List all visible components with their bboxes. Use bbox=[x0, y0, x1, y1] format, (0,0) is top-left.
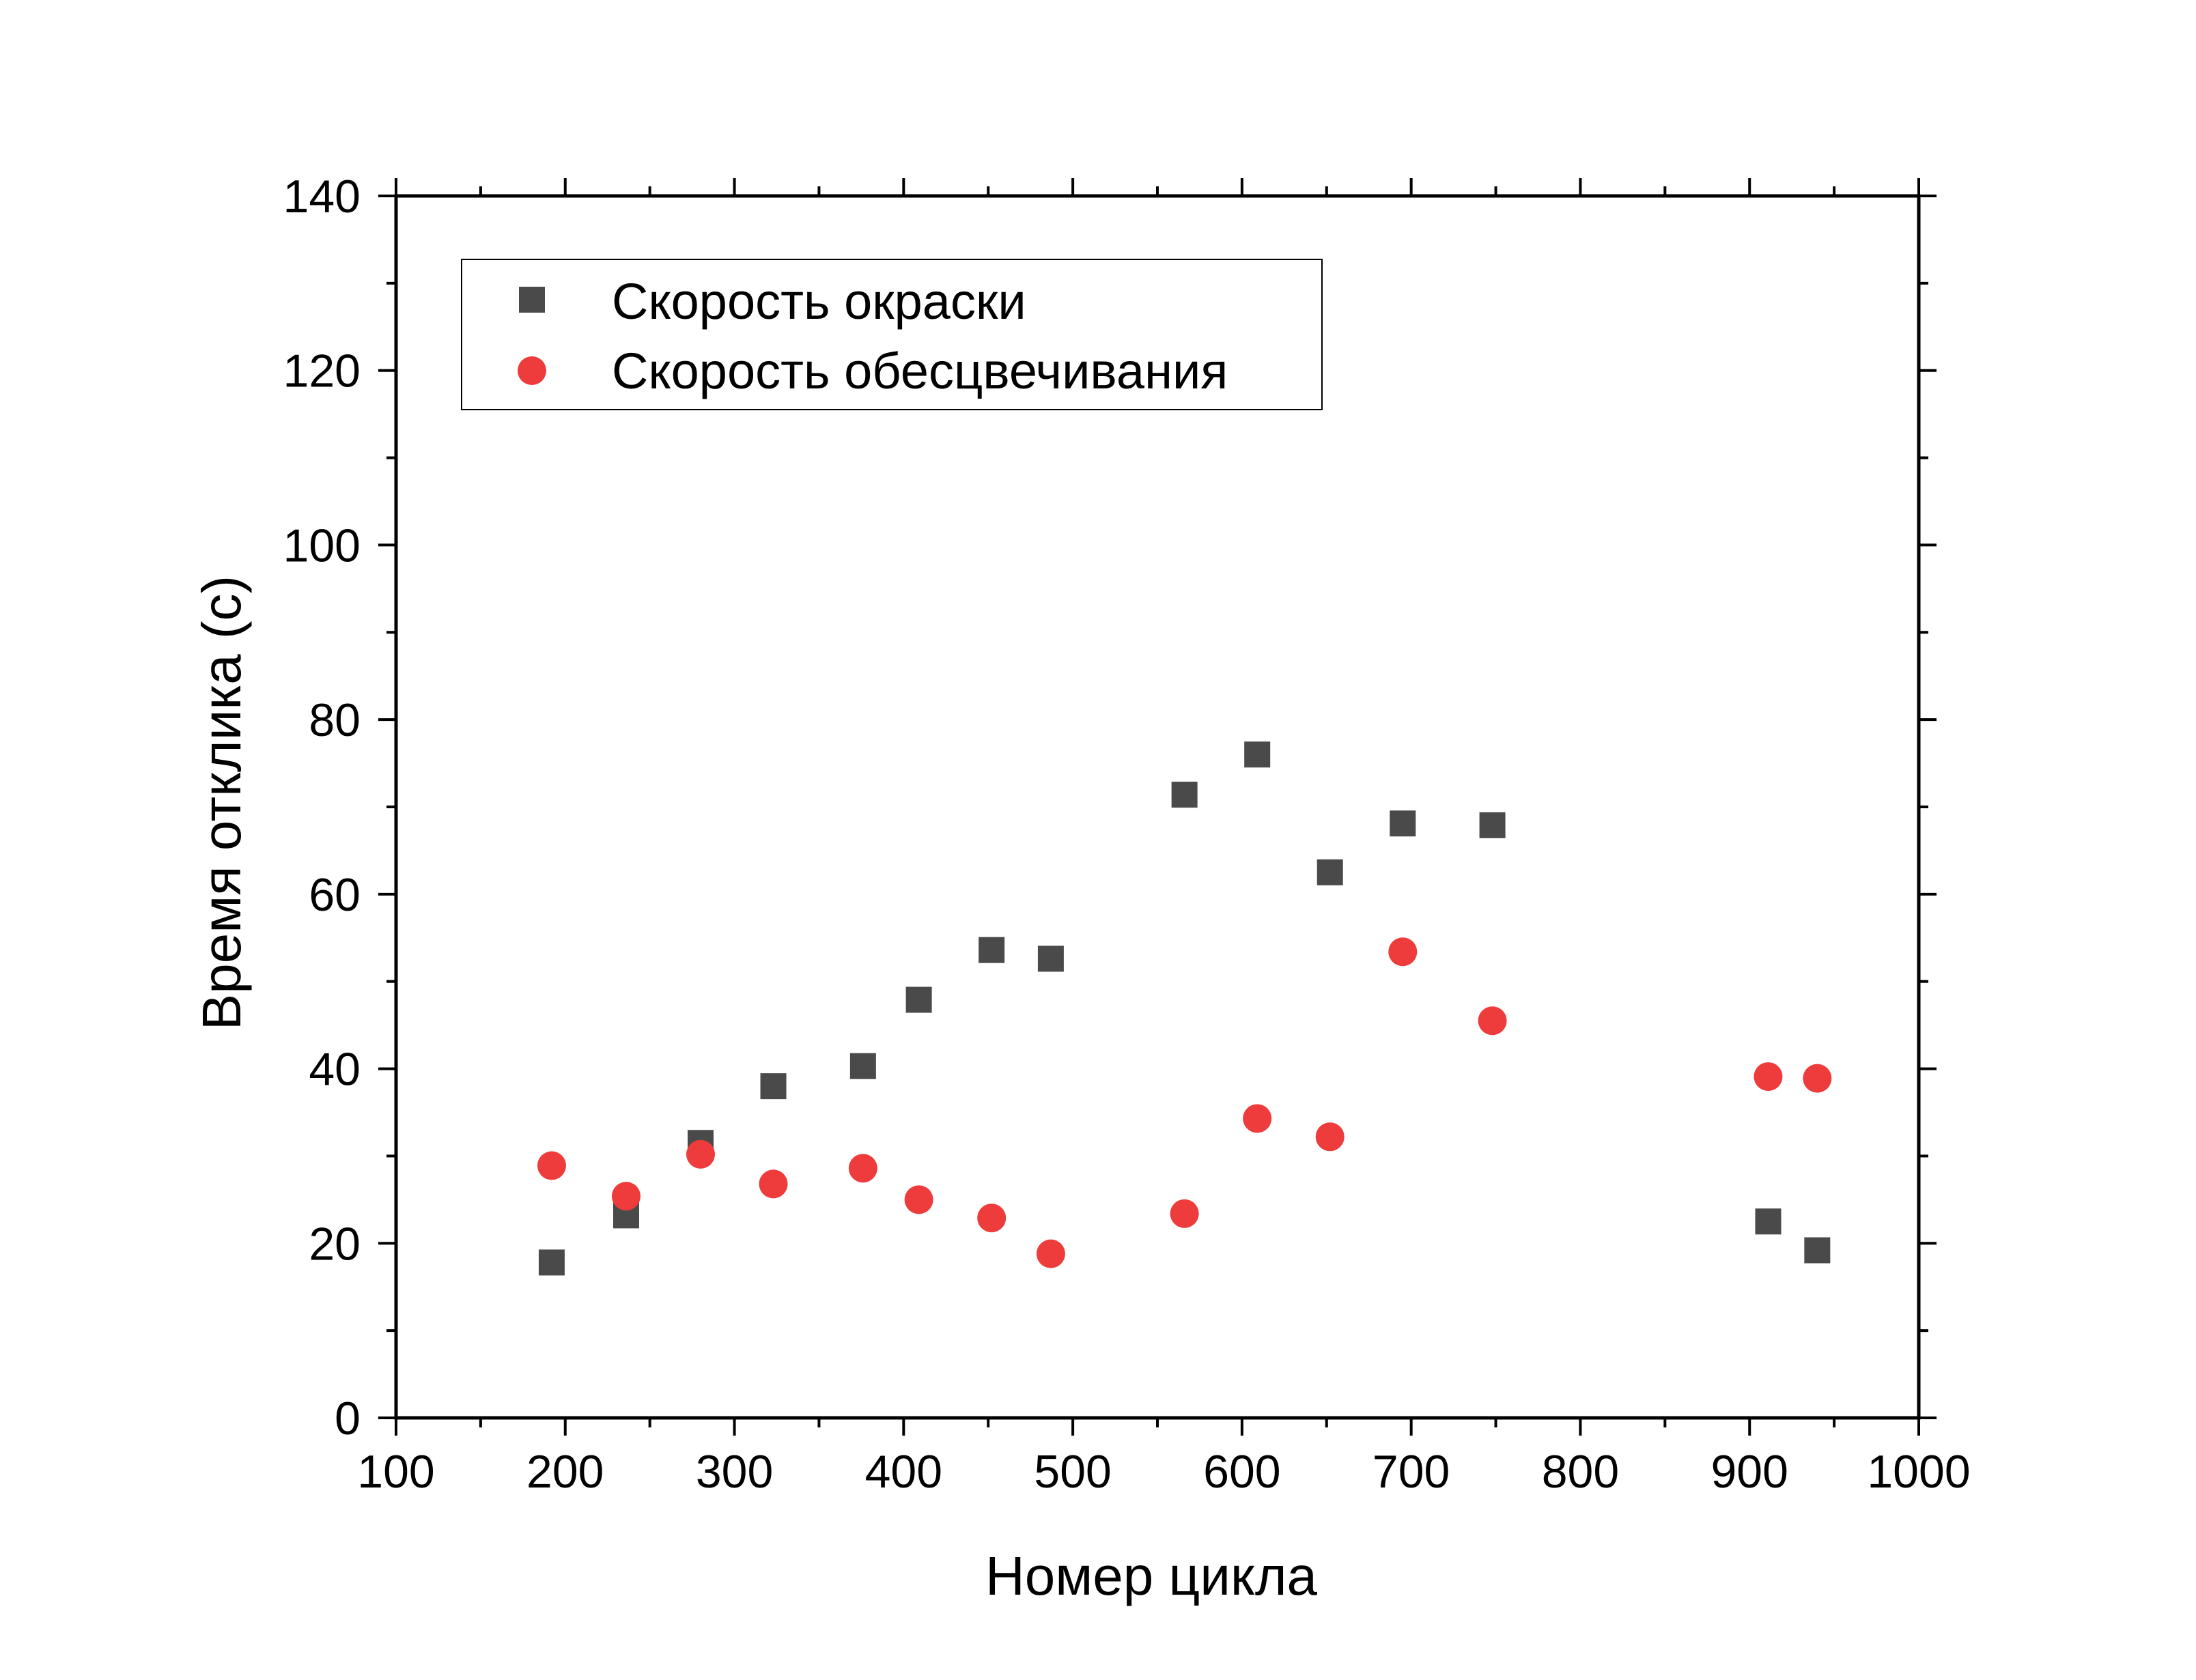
x-tick-label: 300 bbox=[696, 1446, 773, 1498]
x-tick-label: 400 bbox=[865, 1446, 942, 1498]
axes: 100 200 300 400 500 600 700 800 900 1000 0 20 40 60 80… bbox=[283, 171, 1971, 1498]
data-point-series-2 bbox=[1478, 1006, 1507, 1036]
data-point-series-2 bbox=[977, 1204, 1006, 1233]
x-tick-label: 200 bbox=[526, 1446, 604, 1498]
data-point-series-2 bbox=[1315, 1122, 1345, 1152]
data-point-series-2 bbox=[904, 1185, 933, 1214]
legend-marker-circle bbox=[518, 356, 546, 385]
data-point-series-1 bbox=[1171, 782, 1198, 808]
data-point-series-2 bbox=[611, 1182, 640, 1211]
data-points bbox=[537, 741, 1832, 1276]
data-point-series-2 bbox=[1036, 1239, 1065, 1268]
data-point-series-1 bbox=[1755, 1208, 1782, 1235]
data-point-series-1 bbox=[1037, 945, 1064, 972]
data-point-series-2 bbox=[848, 1154, 877, 1183]
y-tick-label: 60 bbox=[309, 869, 361, 921]
data-point-series-1 bbox=[1479, 812, 1506, 838]
y-axis-title: Время отклика (с) bbox=[191, 575, 252, 1030]
x-tick-label: 1000 bbox=[1867, 1446, 1970, 1498]
data-point-series-1 bbox=[849, 1053, 876, 1079]
x-axis-title: Номер цикла bbox=[985, 1546, 1318, 1606]
x-tick-label: 500 bbox=[1034, 1446, 1111, 1498]
legend: Скорость окраски Скорость обесцвечивания bbox=[461, 259, 1323, 410]
data-point-series-1 bbox=[1804, 1237, 1831, 1264]
data-point-series-2 bbox=[1754, 1062, 1783, 1092]
y-tick-label: 140 bbox=[283, 171, 361, 223]
data-point-series-1 bbox=[760, 1073, 787, 1100]
x-tick-label: 800 bbox=[1542, 1446, 1619, 1498]
y-tick-label: 0 bbox=[335, 1393, 361, 1444]
legend-label-series-1: Скорость окраски bbox=[612, 273, 1026, 330]
data-point-series-1 bbox=[905, 986, 932, 1013]
y-tick-label: 80 bbox=[309, 694, 361, 746]
data-point-series-2 bbox=[1388, 937, 1418, 967]
data-point-series-2 bbox=[1243, 1104, 1272, 1133]
data-point-series-2 bbox=[1170, 1199, 1199, 1228]
legend-marker-square bbox=[519, 287, 545, 313]
y-tick-label: 120 bbox=[283, 345, 361, 397]
data-point-series-1 bbox=[1244, 741, 1271, 768]
y-tick-label: 40 bbox=[309, 1044, 361, 1096]
y-tick-label: 100 bbox=[283, 519, 361, 571]
x-tick-label: 100 bbox=[357, 1446, 434, 1498]
x-tick-label: 600 bbox=[1203, 1446, 1280, 1498]
x-tick-label: 700 bbox=[1372, 1446, 1450, 1498]
legend-box bbox=[461, 259, 1323, 410]
data-point-series-2 bbox=[1803, 1064, 1832, 1093]
legend-label-series-2: Скорость обесцвечивания bbox=[612, 343, 1228, 399]
y-tick-label: 20 bbox=[309, 1218, 361, 1270]
data-point-series-1 bbox=[538, 1249, 565, 1276]
data-point-series-2 bbox=[759, 1169, 788, 1199]
x-tick-label: 900 bbox=[1711, 1446, 1788, 1498]
data-point-series-2 bbox=[537, 1151, 566, 1180]
data-point-series-2 bbox=[686, 1139, 715, 1169]
data-point-series-1 bbox=[1390, 810, 1416, 837]
data-point-series-1 bbox=[1317, 859, 1343, 885]
data-point-series-1 bbox=[979, 937, 1005, 963]
